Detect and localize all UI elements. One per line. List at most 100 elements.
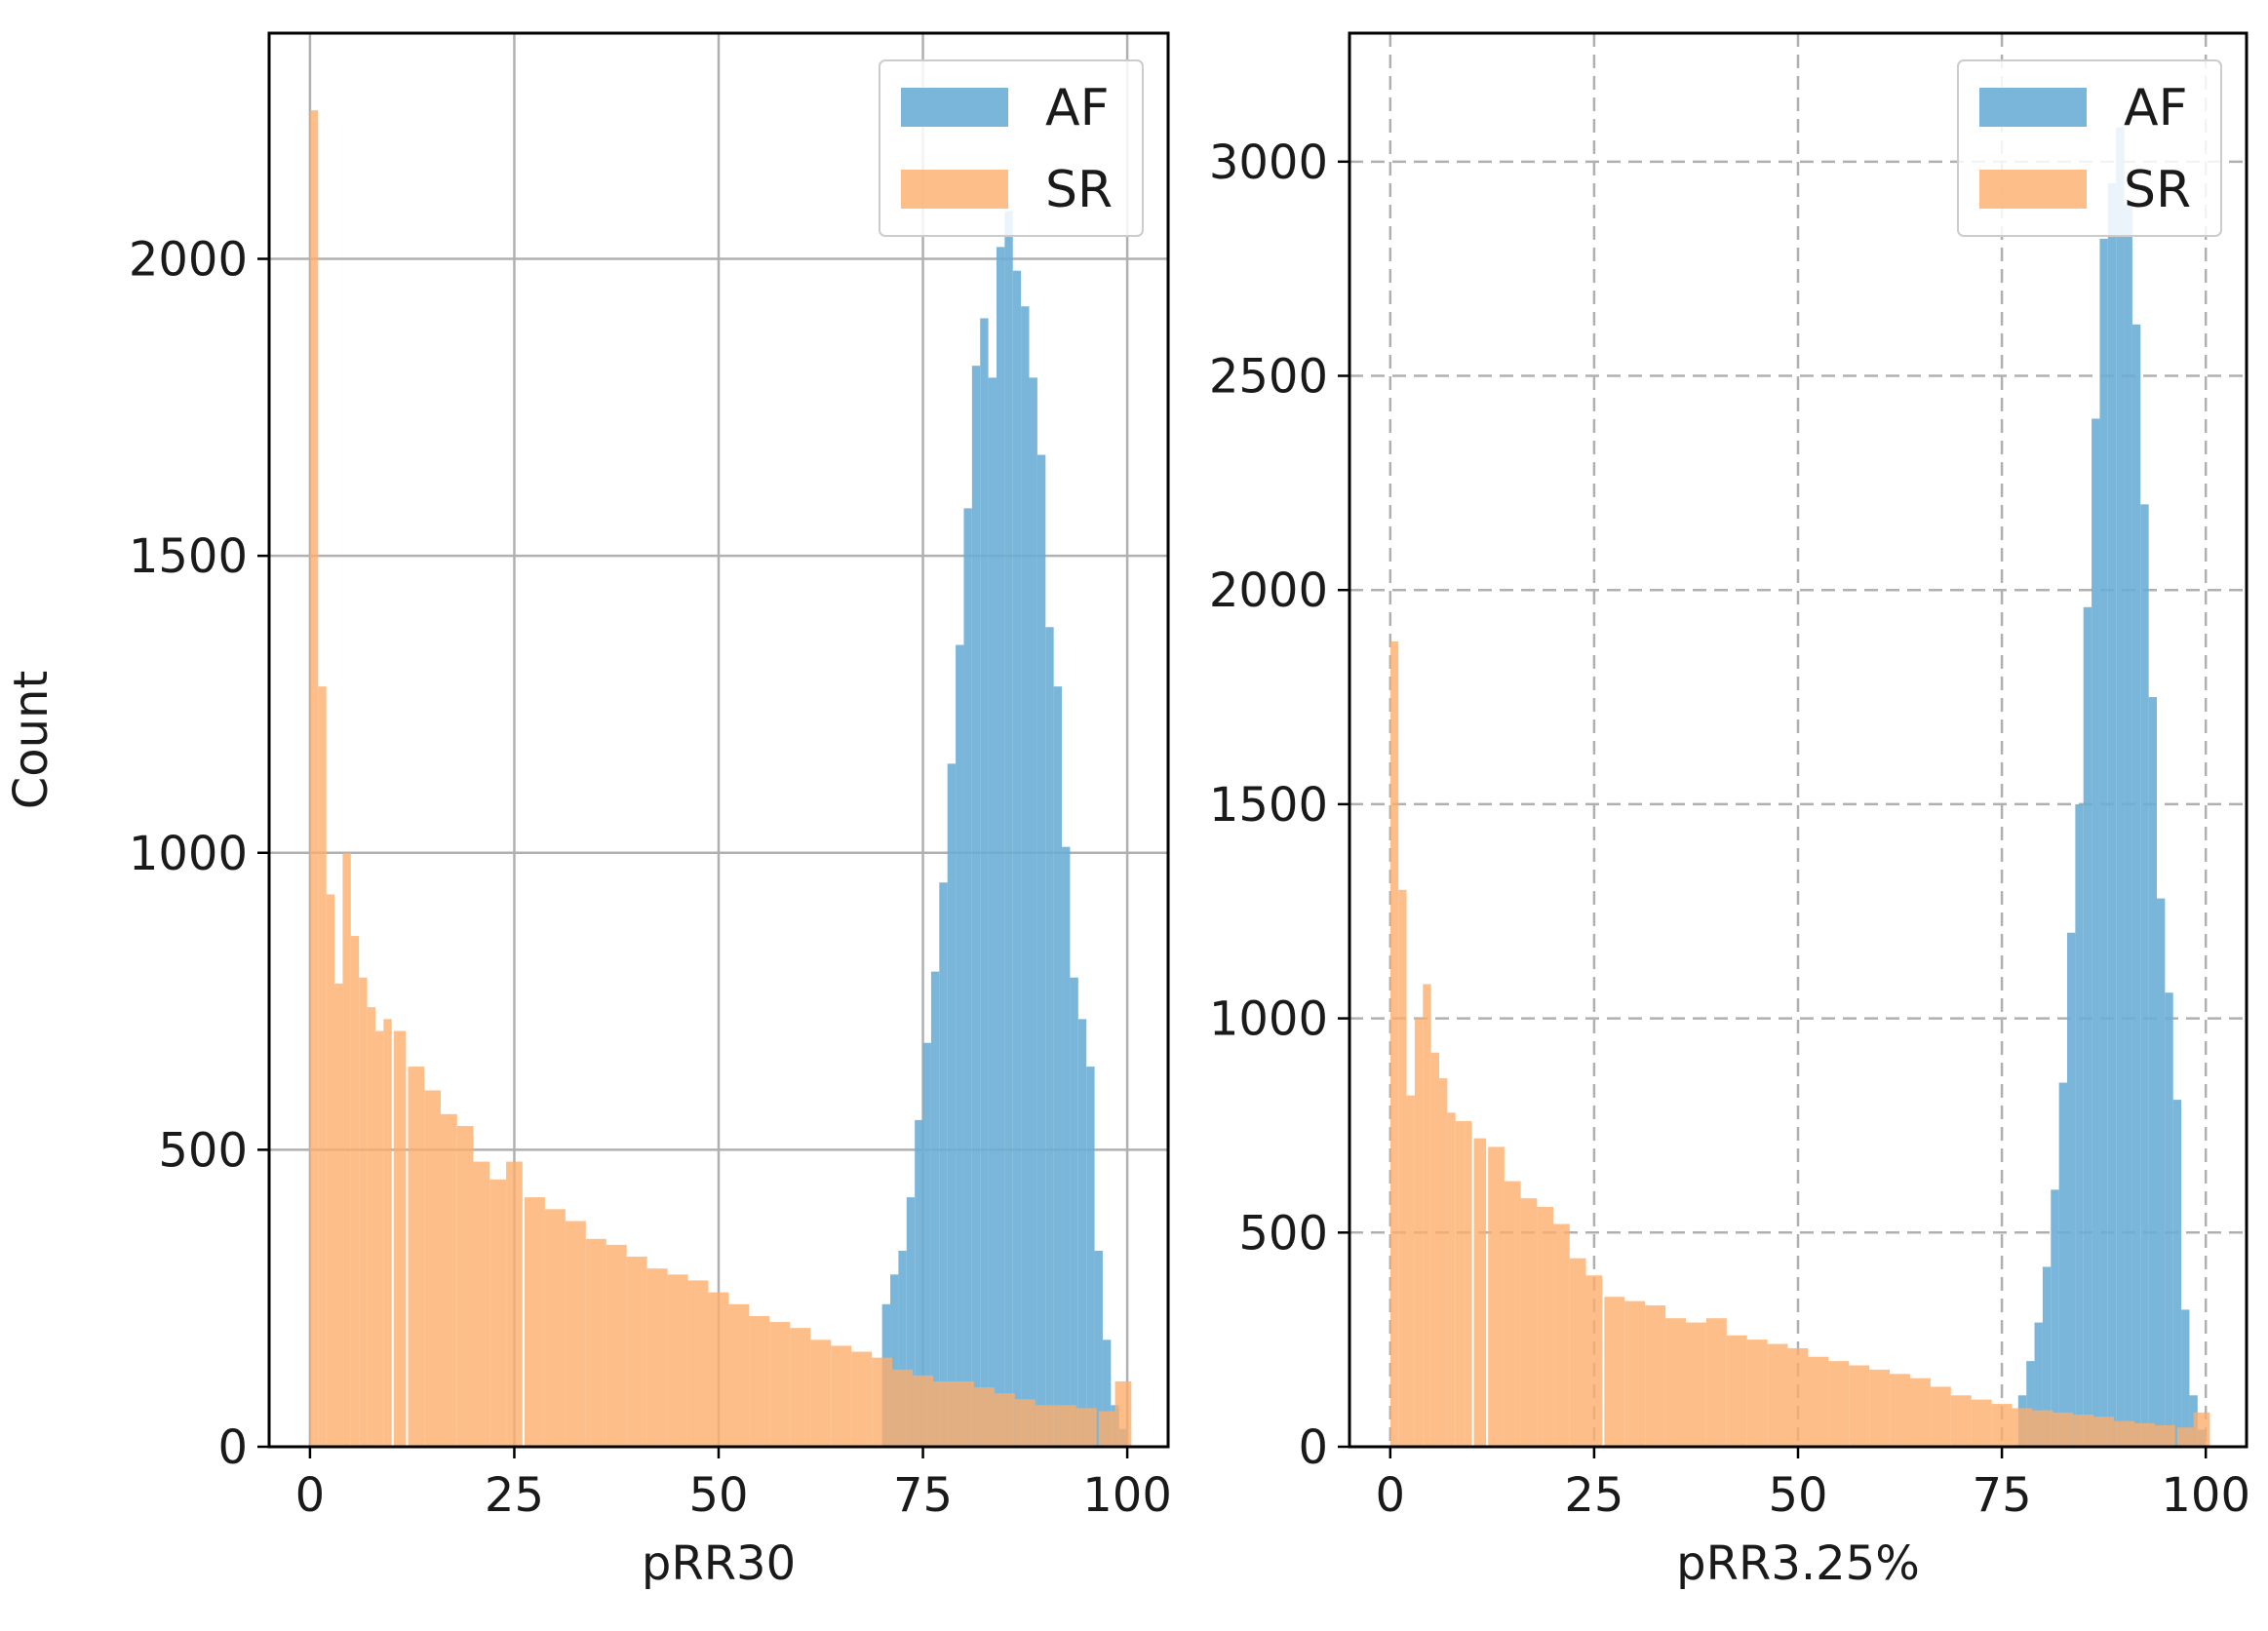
histogram-bar bbox=[1520, 1198, 1538, 1447]
histogram-bar bbox=[1726, 1335, 1747, 1447]
histogram-bar bbox=[1787, 1347, 1809, 1447]
histogram-bar bbox=[1746, 1340, 1768, 1447]
histogram-bar bbox=[2124, 204, 2132, 1447]
histogram-bar bbox=[1004, 211, 1013, 1448]
y-tick-label: 1000 bbox=[129, 827, 248, 881]
histogram-bar bbox=[1869, 1369, 1891, 1447]
histogram-bar bbox=[565, 1221, 586, 1447]
y-tick-label: 1500 bbox=[129, 529, 248, 584]
histogram-bar bbox=[2181, 1309, 2190, 1447]
histogram-bar bbox=[2026, 1361, 2035, 1447]
histogram-bar bbox=[2051, 1189, 2059, 1447]
histogram-bar bbox=[947, 763, 957, 1447]
histogram-bar bbox=[1464, 1121, 1472, 1447]
histogram-bar bbox=[988, 377, 997, 1448]
x-tick-label: 100 bbox=[1082, 1468, 1172, 1523]
histogram-bar bbox=[646, 1268, 668, 1447]
histogram-bar bbox=[506, 1161, 523, 1447]
x-tick-label: 0 bbox=[295, 1468, 326, 1523]
histogram-bar bbox=[2032, 1410, 2053, 1447]
histogram-bar bbox=[1828, 1361, 1850, 1447]
histogram-bar bbox=[2114, 1420, 2134, 1447]
y-tick-label: 3000 bbox=[1209, 136, 1328, 190]
histogram-bar bbox=[1012, 270, 1022, 1447]
legend-swatch-sr bbox=[1979, 170, 2087, 209]
histogram-bar bbox=[898, 1250, 907, 1447]
histogram-bar bbox=[2075, 803, 2084, 1447]
histogram-bar bbox=[1389, 641, 1399, 1447]
histogram-bar bbox=[2176, 1427, 2194, 1447]
histogram-bar bbox=[350, 936, 360, 1447]
histogram-bar bbox=[667, 1274, 688, 1447]
histogram-bar bbox=[309, 110, 319, 1448]
y-axis-label: Count bbox=[4, 671, 59, 810]
y-tick-label: 500 bbox=[158, 1123, 248, 1178]
histogram-bar bbox=[939, 882, 948, 1447]
histogram-bar bbox=[1665, 1318, 1686, 1447]
histogram-bar bbox=[980, 318, 989, 1447]
histogram-bar bbox=[1406, 1095, 1415, 1447]
x-tick-label: 100 bbox=[2161, 1468, 2250, 1523]
histogram-bar bbox=[1585, 1275, 1603, 1447]
histogram-bar bbox=[441, 1113, 457, 1447]
histogram-bar bbox=[1645, 1305, 1666, 1447]
x-tick-label: 25 bbox=[485, 1468, 544, 1523]
x-axis-label: pRR3.25% bbox=[1676, 1536, 1920, 1591]
histogram-bar bbox=[1029, 377, 1037, 1448]
histogram-bar bbox=[408, 1067, 425, 1447]
y-tick-label: 2000 bbox=[129, 233, 248, 288]
histogram-bar bbox=[2131, 324, 2141, 1448]
histogram-bar bbox=[915, 1119, 923, 1447]
histogram-bar bbox=[769, 1322, 791, 1447]
histogram-bar bbox=[367, 1007, 375, 1447]
histogram-bar bbox=[2092, 418, 2100, 1447]
histogram-bar bbox=[728, 1303, 750, 1447]
histogram-bar bbox=[1430, 1052, 1439, 1447]
histogram-bar bbox=[971, 366, 981, 1447]
histogram-bar bbox=[2157, 898, 2166, 1447]
histogram-bar bbox=[1021, 306, 1030, 1448]
histogram-bar bbox=[1686, 1322, 1706, 1447]
histogram-bar bbox=[626, 1257, 647, 1447]
histogram-bar bbox=[1991, 1404, 2013, 1447]
histogram-bar bbox=[2034, 1322, 2043, 1447]
histogram-bar bbox=[383, 1019, 392, 1447]
x-tick-label: 0 bbox=[1376, 1468, 1406, 1523]
y-tick-label: 2500 bbox=[1209, 350, 1328, 405]
histogram-bar bbox=[930, 971, 940, 1447]
histogram-bar bbox=[1423, 984, 1431, 1447]
histogram-bar bbox=[913, 1375, 934, 1447]
histogram-bar bbox=[953, 1380, 974, 1447]
histogram-bar bbox=[318, 686, 327, 1447]
histogram-bar bbox=[473, 1161, 490, 1447]
histogram-bar bbox=[749, 1315, 770, 1447]
histogram-bar bbox=[2093, 1417, 2115, 1447]
histogram-bar bbox=[890, 1274, 899, 1447]
histogram-bar bbox=[359, 977, 368, 1447]
histogram-bar bbox=[1094, 1250, 1103, 1447]
histogram-bar bbox=[1102, 1340, 1112, 1447]
histogram-bar bbox=[1055, 1405, 1076, 1447]
x-tick-label: 75 bbox=[1973, 1468, 2032, 1523]
histogram-bar bbox=[1114, 1380, 1132, 1447]
y-tick-label: 0 bbox=[1298, 1420, 1328, 1475]
legend-swatch-af bbox=[1979, 88, 2087, 127]
histogram-bar bbox=[708, 1292, 729, 1447]
histogram-bar bbox=[2073, 1415, 2094, 1447]
legend: AF SR bbox=[879, 59, 1144, 237]
x-tick-label: 50 bbox=[1768, 1468, 1827, 1523]
histogram-bar bbox=[956, 644, 964, 1447]
histogram-bar bbox=[1504, 1181, 1521, 1447]
histogram-bar bbox=[544, 1209, 566, 1447]
histogram-bar bbox=[922, 1042, 931, 1447]
histogram-bar bbox=[2012, 1408, 2033, 1447]
histogram-bar bbox=[1604, 1297, 1625, 1447]
y-tick-label: 2000 bbox=[1209, 563, 1328, 618]
x-axis-label: pRR30 bbox=[642, 1536, 796, 1591]
y-tick-label: 1500 bbox=[1209, 778, 1328, 833]
histogram-bar bbox=[524, 1197, 545, 1447]
histogram-bar bbox=[790, 1328, 811, 1447]
histogram-bar bbox=[424, 1090, 442, 1447]
